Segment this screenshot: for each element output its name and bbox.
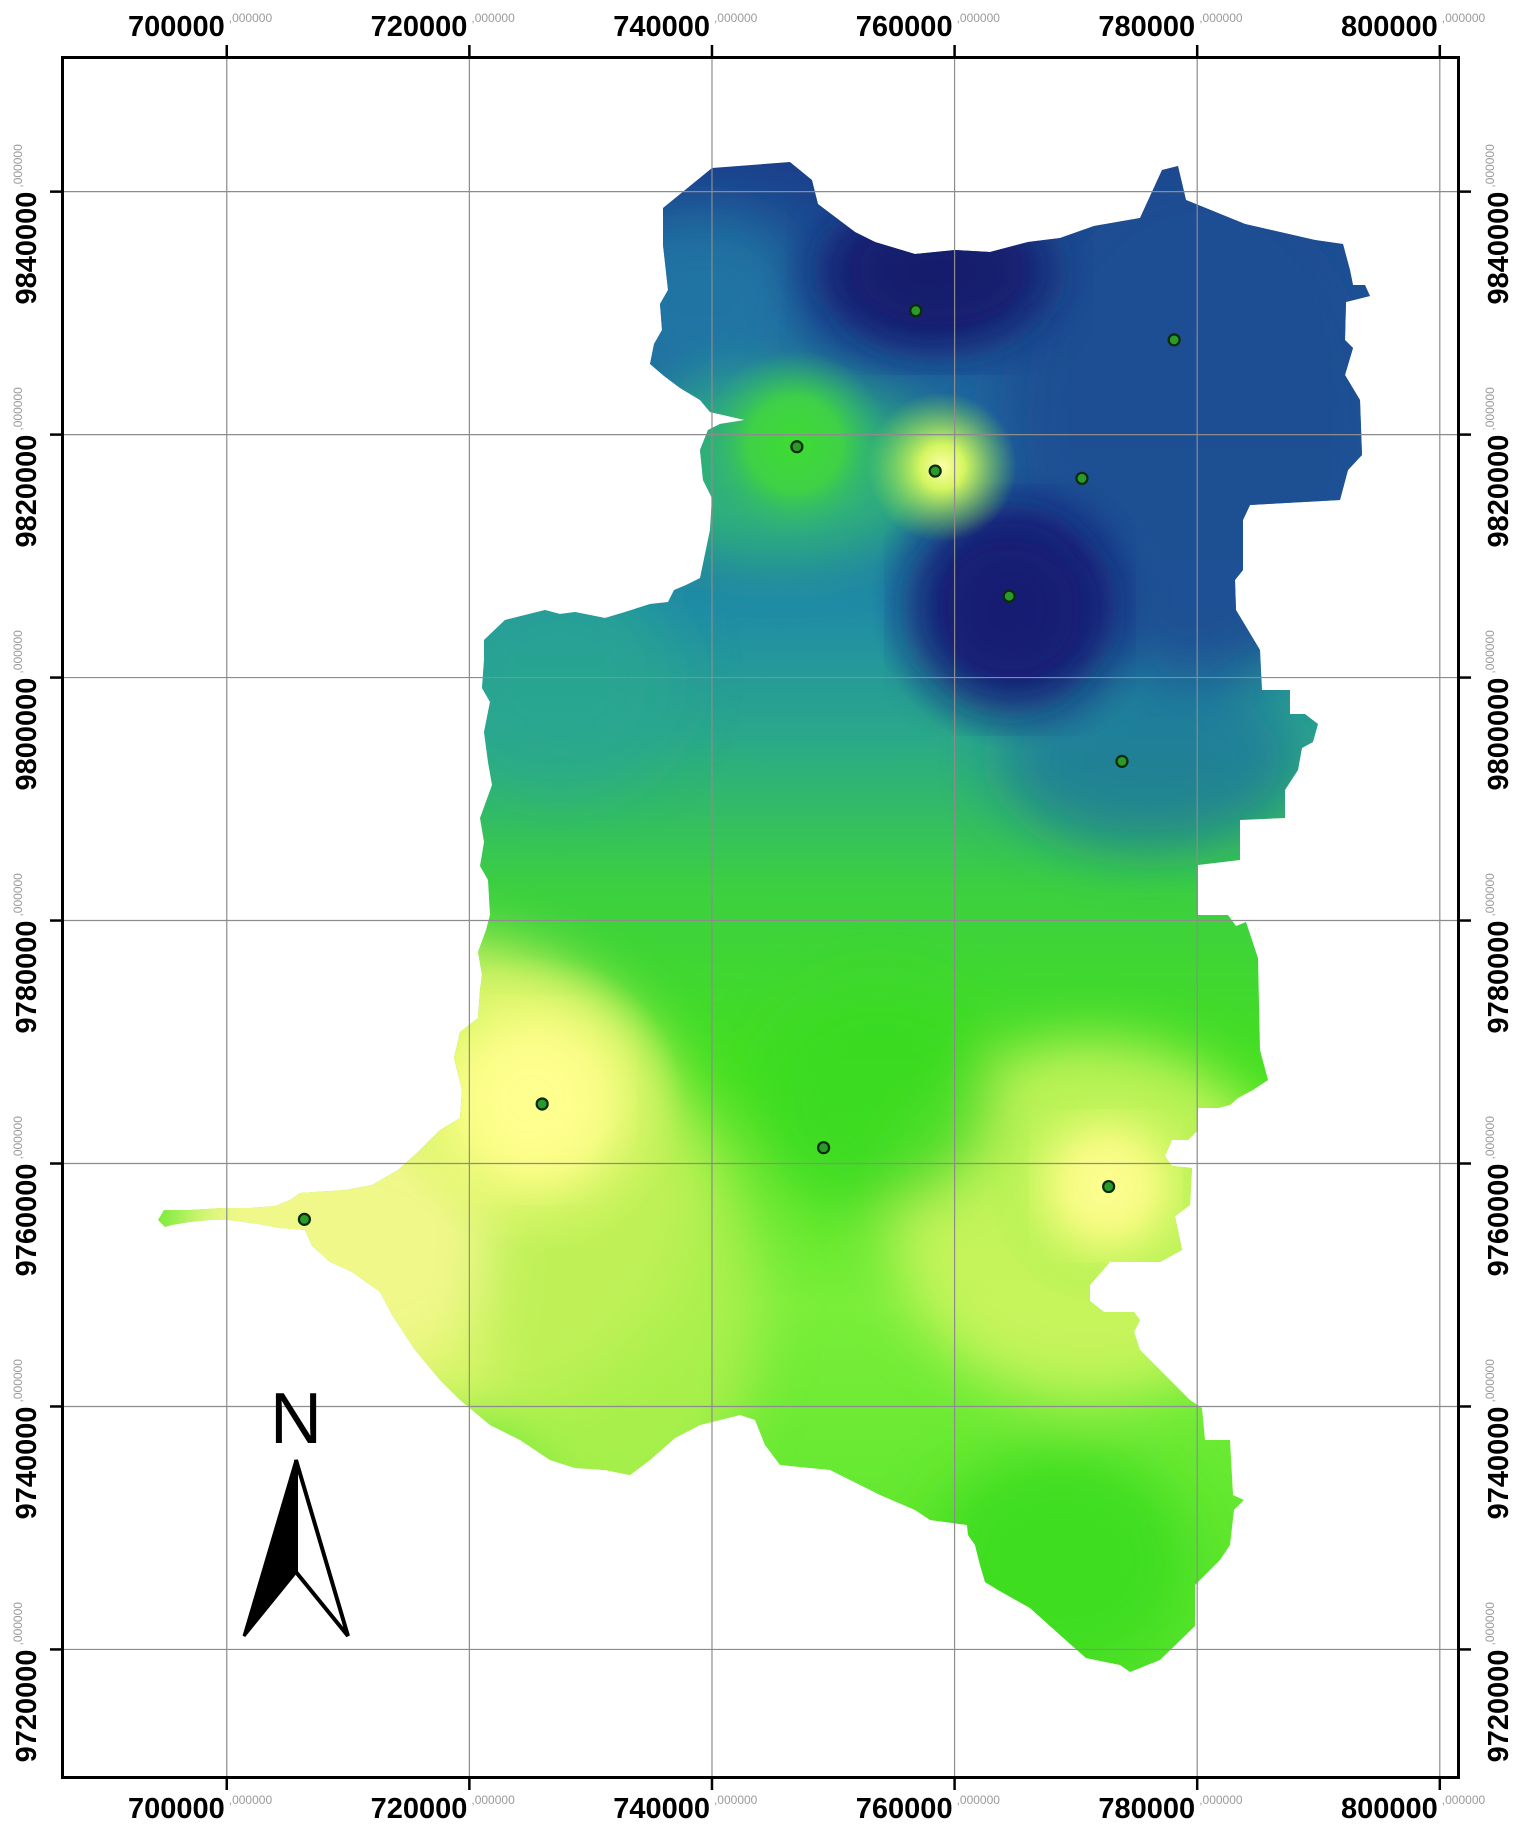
y-axis-right: 9840000 ,000000 9820000 ,000000 9800000 ,0000… <box>1458 144 1515 1762</box>
y-tick-label-left-6: 9720000 <box>11 1649 43 1762</box>
x-tick-suffix-top-3: ,000000 <box>957 11 1001 25</box>
map-grid <box>63 58 1458 1777</box>
x-tick-label-top-3: 760000 <box>856 11 953 43</box>
station-point-3 <box>928 464 942 478</box>
x-tick-label-bottom-2: 740000 <box>613 1793 710 1825</box>
station-point-9 <box>1102 1179 1116 1194</box>
x-axis-bottom: 700000,000000 720000,000000 740000,000000 7… <box>128 1777 1486 1825</box>
y-tick-label-left-4: 9760000 <box>11 1164 43 1277</box>
x-tick-label-bottom-5: 800000 <box>1341 1793 1438 1825</box>
station-point-8 <box>816 1141 831 1155</box>
x-axis-top: 700000,000000 720000,000000 740000,000000 7… <box>128 11 1486 58</box>
y-tick-label-right-6: 9720000 <box>1483 1649 1515 1762</box>
x-tick-suffix-top-0: ,000000 <box>229 11 273 25</box>
x-tick-suffix-bottom-4: ,000000 <box>1199 1793 1243 1807</box>
y-tick-label-right-4: 9760000 <box>1483 1164 1515 1277</box>
x-tick-suffix-bottom-5: ,000000 <box>1442 1793 1486 1807</box>
station-point-10 <box>297 1212 311 1226</box>
x-tick-suffix-top-4: ,000000 <box>1199 11 1243 25</box>
station-point-1 <box>1167 333 1181 347</box>
station-point-2 <box>790 440 804 454</box>
x-tick-suffix-bottom-0: ,000000 <box>229 1793 273 1807</box>
x-tick-label-top-4: 780000 <box>1098 11 1195 43</box>
x-tick-label-bottom-1: 720000 <box>371 1793 468 1825</box>
x-tick-suffix-bottom-1: ,000000 <box>471 1793 515 1807</box>
y-tick-suffix-right-6: ,000000 <box>1483 1602 1497 1646</box>
y-tick-label-left-3: 9780000 <box>11 921 43 1034</box>
y-tick-suffix-left-4: ,000000 <box>11 1116 25 1160</box>
x-tick-suffix-top-2: ,000000 <box>714 11 758 25</box>
map-frame <box>61 56 1460 1779</box>
y-tick-suffix-left-5: ,000000 <box>11 1359 25 1403</box>
x-tick-label-bottom-3: 760000 <box>856 1793 953 1825</box>
y-tick-label-left-0: 9840000 <box>11 192 43 305</box>
y-tick-suffix-left-6: ,000000 <box>11 1602 25 1646</box>
y-tick-suffix-left-3: ,000000 <box>11 873 25 917</box>
x-tick-suffix-top-5: ,000000 <box>1442 11 1486 25</box>
station-point-4 <box>1075 471 1089 485</box>
y-tick-label-right-5: 9740000 <box>1483 1406 1515 1519</box>
x-tick-suffix-bottom-3: ,000000 <box>957 1793 1001 1807</box>
x-tick-label-bottom-4: 780000 <box>1098 1793 1195 1825</box>
x-tick-label-top-2: 740000 <box>613 11 710 43</box>
y-tick-suffix-right-4: ,000000 <box>1483 1116 1497 1160</box>
y-tick-suffix-right-1: ,000000 <box>1483 387 1497 431</box>
y-tick-label-right-0: 9840000 <box>1483 192 1515 305</box>
station-point-7 <box>535 1097 549 1111</box>
y-tick-suffix-right-5: ,000000 <box>1483 1359 1497 1403</box>
y-tick-label-right-1: 9820000 <box>1483 435 1515 548</box>
north-arrow-icon: N <box>242 1379 350 1638</box>
y-tick-suffix-right-0: ,000000 <box>1483 144 1497 188</box>
x-tick-label-top-1: 720000 <box>371 11 468 43</box>
x-tick-suffix-top-1: ,000000 <box>471 11 515 25</box>
x-tick-label-bottom-0: 700000 <box>128 1793 225 1825</box>
x-tick-label-top-5: 800000 <box>1341 11 1438 43</box>
x-tick-suffix-bottom-2: ,000000 <box>714 1793 758 1807</box>
station-points <box>297 304 1181 1226</box>
y-tick-label-right-2: 9800000 <box>1483 678 1515 791</box>
y-tick-label-left-1: 9820000 <box>11 435 43 548</box>
y-axis-left: 9840000 ,000000 9820000 ,000000 9800000 ,0000… <box>11 144 63 1762</box>
north-label: N <box>270 1379 322 1459</box>
y-tick-label-right-3: 9780000 <box>1483 921 1515 1034</box>
y-tick-suffix-left-2: ,000000 <box>11 630 25 674</box>
station-point-0 <box>909 304 923 318</box>
y-tick-suffix-left-0: ,000000 <box>11 144 25 188</box>
station-point-5 <box>1002 589 1016 603</box>
y-tick-suffix-right-3: ,000000 <box>1483 873 1497 917</box>
y-tick-label-left-5: 9740000 <box>11 1406 43 1519</box>
y-tick-suffix-right-2: ,000000 <box>1483 630 1497 674</box>
x-tick-label-top-0: 700000 <box>128 11 225 43</box>
y-tick-suffix-left-1: ,000000 <box>11 387 25 431</box>
station-point-6 <box>1115 754 1129 768</box>
y-tick-label-left-2: 9800000 <box>11 678 43 791</box>
